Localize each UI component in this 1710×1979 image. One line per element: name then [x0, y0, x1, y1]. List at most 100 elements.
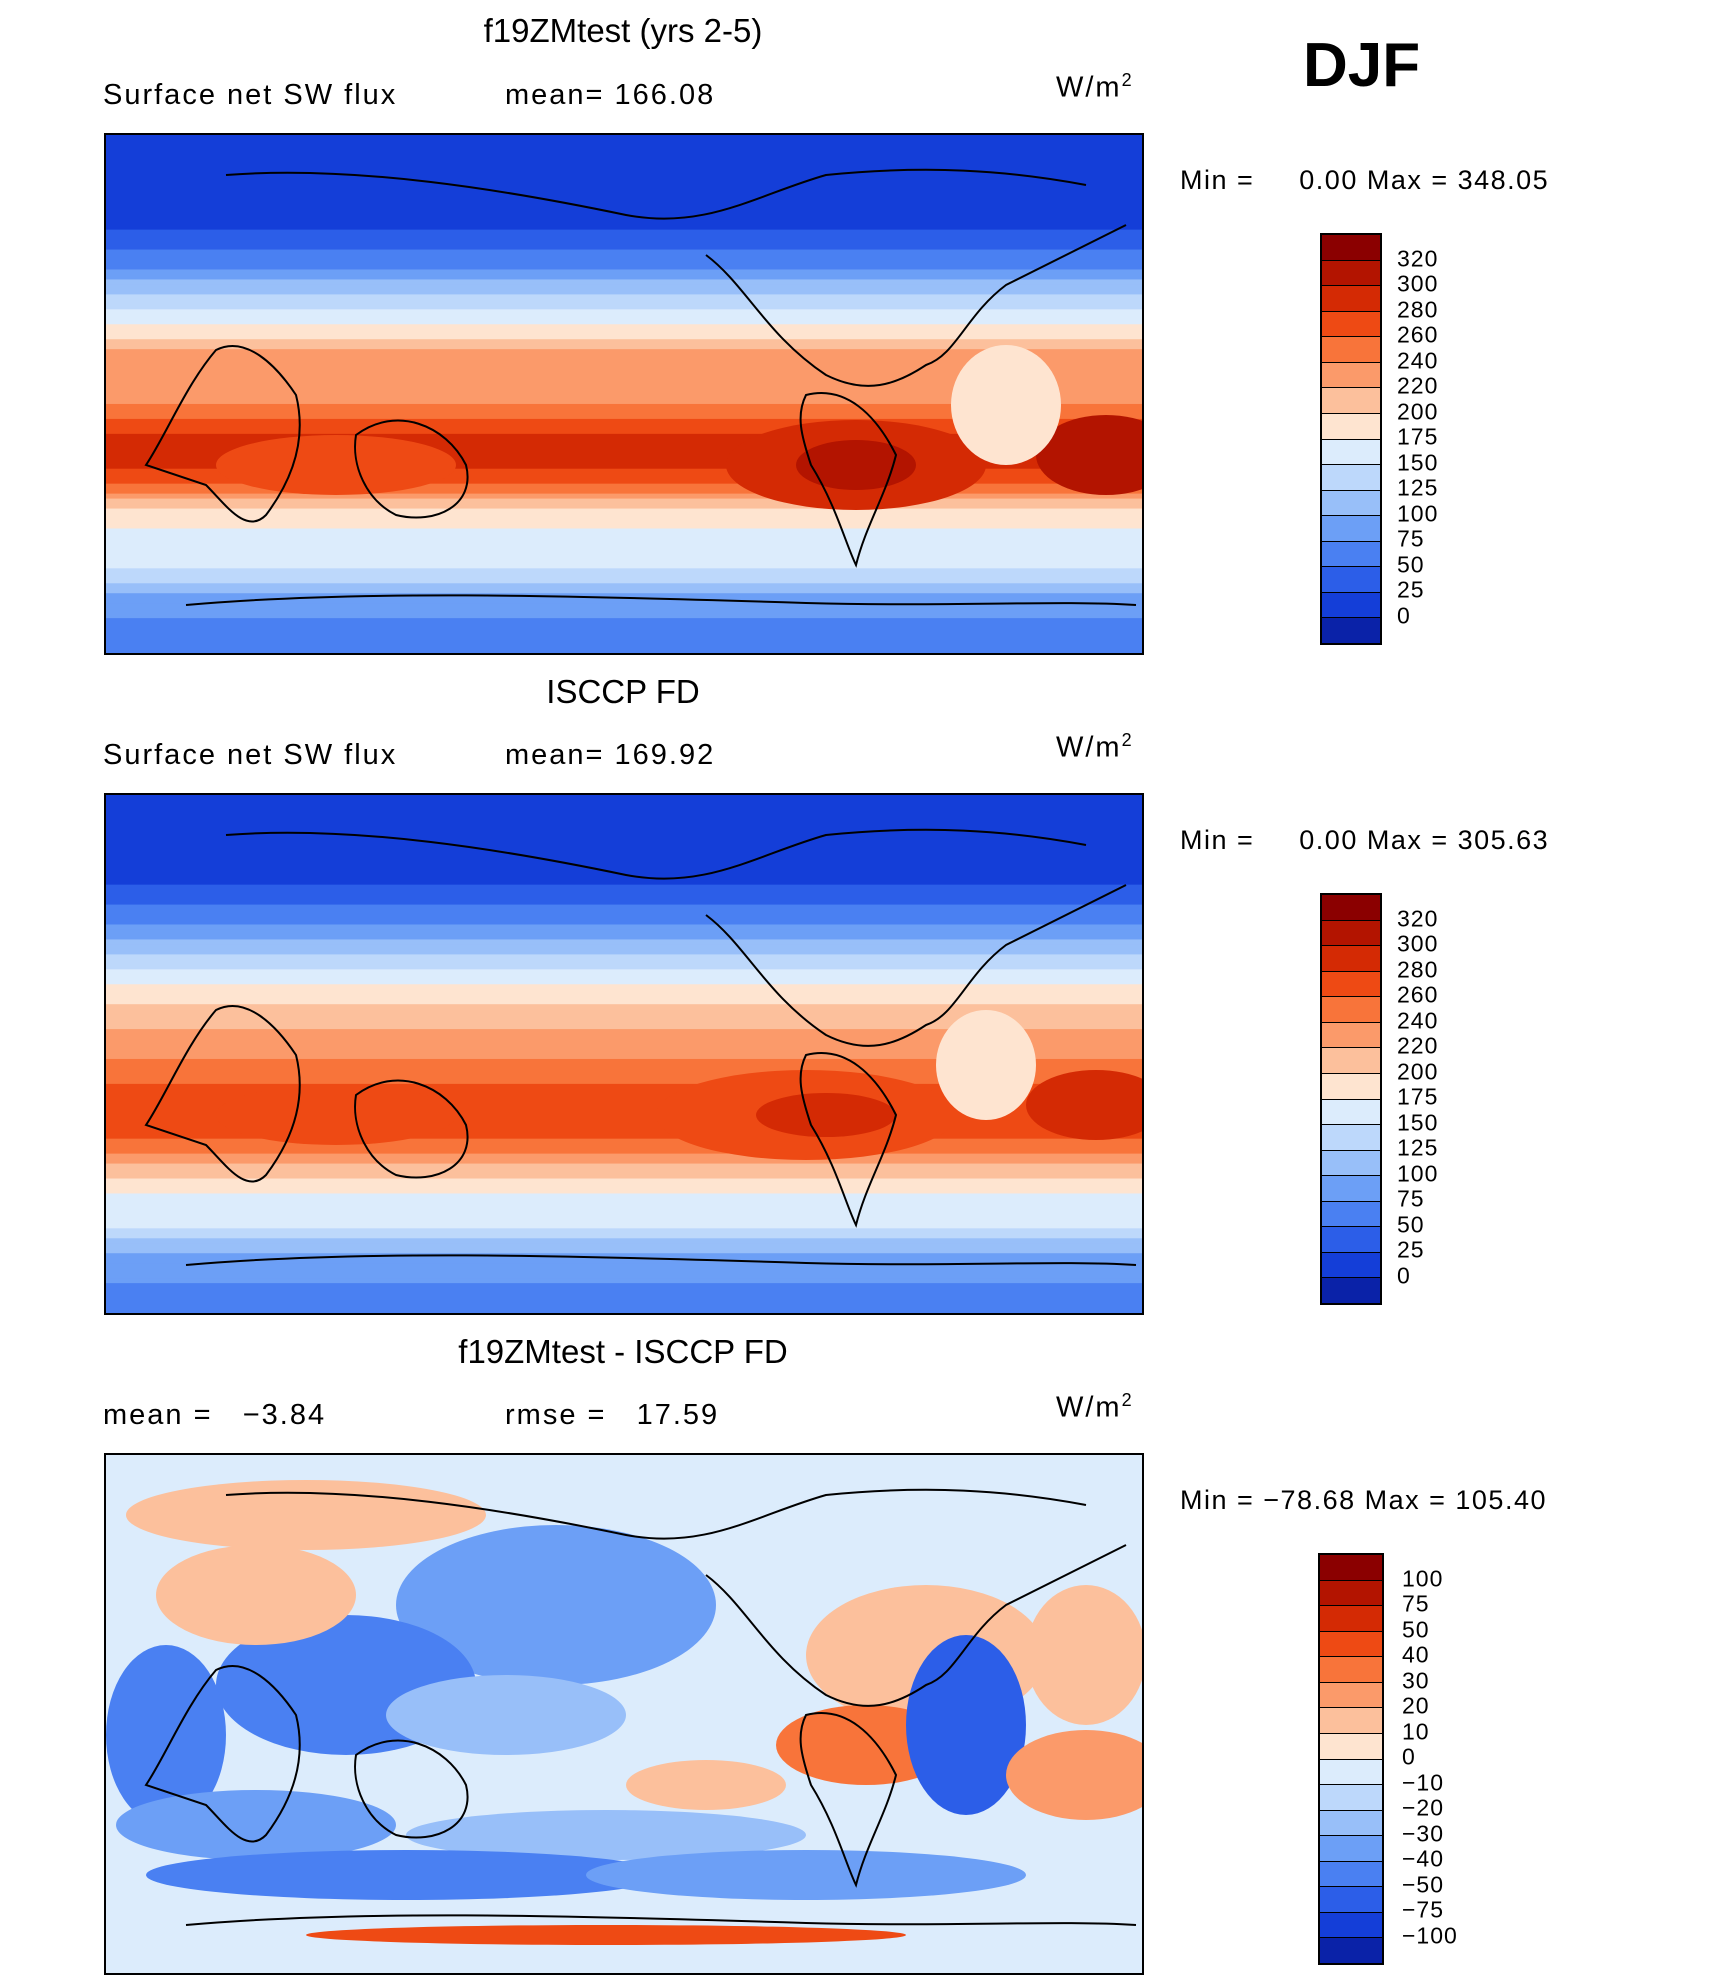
contour-band: [106, 568, 1142, 574]
contour-band: [106, 214, 1142, 221]
contour-band: [106, 413, 1142, 420]
contour-band: [106, 159, 1142, 166]
contour-band: [106, 1108, 1142, 1115]
colorbar-swatch: [1322, 1022, 1380, 1049]
contour-band: [106, 899, 1142, 906]
colorbar-swatch: [1320, 1759, 1382, 1786]
contour-band: [106, 964, 1142, 970]
contour-band: [106, 583, 1142, 589]
colorbar-tick-label: 150: [1397, 449, 1439, 475]
contour-band: [106, 553, 1142, 559]
contour-band: [106, 1034, 1142, 1040]
contour-band: [106, 1158, 1142, 1165]
contour-band: [106, 359, 1142, 365]
colorbar-swatch: [1322, 895, 1380, 921]
contour-band: [106, 1308, 1142, 1313]
colorbar-tick-label: 100: [1397, 1160, 1439, 1186]
contour-band: [106, 403, 1142, 410]
contour-band: [106, 329, 1142, 335]
contour-band: [106, 869, 1142, 876]
colorbar-swatch: [1322, 1099, 1380, 1126]
colorbar-swatch: [1322, 490, 1380, 517]
contour-blob: [796, 440, 916, 490]
contour-band: [106, 1268, 1142, 1274]
contour-band: [106, 428, 1142, 435]
contour-band: [106, 1029, 1142, 1035]
contour-band: [106, 1163, 1142, 1170]
colorbar-tick-label: 0: [1402, 1743, 1416, 1770]
colorbar-tick-label: 280: [1397, 956, 1439, 982]
colorbar-tick-label: 175: [1397, 423, 1439, 450]
contour-band: [106, 234, 1142, 241]
contour-band: [106, 169, 1142, 176]
contour-band: [106, 623, 1142, 629]
panel-3-min-max: Min = −78.68 Max = 105.40: [1180, 1485, 1547, 1515]
contour-band: [106, 135, 1142, 141]
contour-band: [106, 1228, 1142, 1234]
colorbar-swatch: [1320, 1580, 1382, 1607]
contour-band: [106, 304, 1142, 310]
contour-band: [106, 463, 1142, 470]
colorbar-swatch: [1322, 1252, 1380, 1279]
contour-band: [106, 648, 1142, 653]
contour-band: [106, 864, 1142, 871]
panel-2-map: [104, 793, 1144, 1315]
colorbar-tick-label: 75: [1397, 1185, 1425, 1212]
contour-band: [106, 959, 1142, 965]
contour-band: [106, 523, 1142, 530]
contour-band: [106, 598, 1142, 604]
contour-band: [106, 919, 1142, 926]
contour-band: [106, 299, 1142, 305]
contour-band: [106, 1173, 1142, 1180]
contour-band: [106, 294, 1142, 300]
contour-blob: [936, 1010, 1036, 1120]
contour-band: [106, 394, 1142, 400]
colorbar-swatch: [1322, 439, 1380, 466]
contour-band: [106, 1183, 1142, 1190]
contour-band: [106, 879, 1142, 886]
colorbar-swatch: [1320, 1555, 1382, 1581]
contour-band: [106, 1238, 1142, 1244]
contour-band: [106, 1248, 1142, 1254]
contour-band: [106, 473, 1142, 480]
contour-band: [106, 244, 1142, 251]
contour-band: [106, 1303, 1142, 1309]
contour-band: [106, 814, 1142, 821]
panel-2-contour-field: [106, 795, 1142, 1313]
colorbar-tick-label: 125: [1397, 474, 1439, 501]
contour-band: [106, 319, 1142, 325]
contour-band: [106, 1009, 1142, 1015]
contour-band: [106, 1218, 1142, 1224]
colorbar-swatch: [1322, 1201, 1380, 1228]
contour-band: [106, 974, 1142, 980]
colorbar-swatch: [1322, 1048, 1380, 1074]
colorbar-swatch: [1320, 1938, 1382, 1963]
contour-band: [106, 1004, 1142, 1010]
colorbar-swatch: [1320, 1887, 1382, 1913]
colorbar-swatch: [1322, 920, 1380, 947]
contour-band: [106, 453, 1142, 460]
colorbar-tick-label: −50: [1402, 1871, 1445, 1897]
colorbar-tick-label: 10: [1402, 1718, 1430, 1744]
contour-band: [106, 1193, 1142, 1200]
contour-blob: [1036, 415, 1142, 495]
colorbar-tick-label: 0: [1397, 602, 1411, 628]
panel-2-variable-label: Surface net SW flux: [103, 739, 398, 771]
contour-blob: [406, 1810, 806, 1860]
coastline: [185, 594, 1137, 606]
contour-band: [106, 1243, 1142, 1249]
colorbar-swatch: [1322, 311, 1380, 338]
contour-band: [106, 229, 1142, 236]
colorbar-swatch: [1320, 1682, 1382, 1709]
contour-band: [106, 894, 1142, 901]
panel-1-units: W/m2: [1056, 70, 1134, 104]
contour-band: [106, 1044, 1142, 1050]
colorbar-swatch: [1322, 260, 1380, 287]
colorbar-swatch: [1320, 1836, 1382, 1862]
colorbar-tick-label: 240: [1397, 1007, 1439, 1033]
contour-band: [106, 1049, 1142, 1055]
contour-band: [106, 1203, 1142, 1210]
contour-band: [106, 1058, 1142, 1065]
contour-band: [106, 354, 1142, 360]
contour-band: [106, 1223, 1142, 1229]
